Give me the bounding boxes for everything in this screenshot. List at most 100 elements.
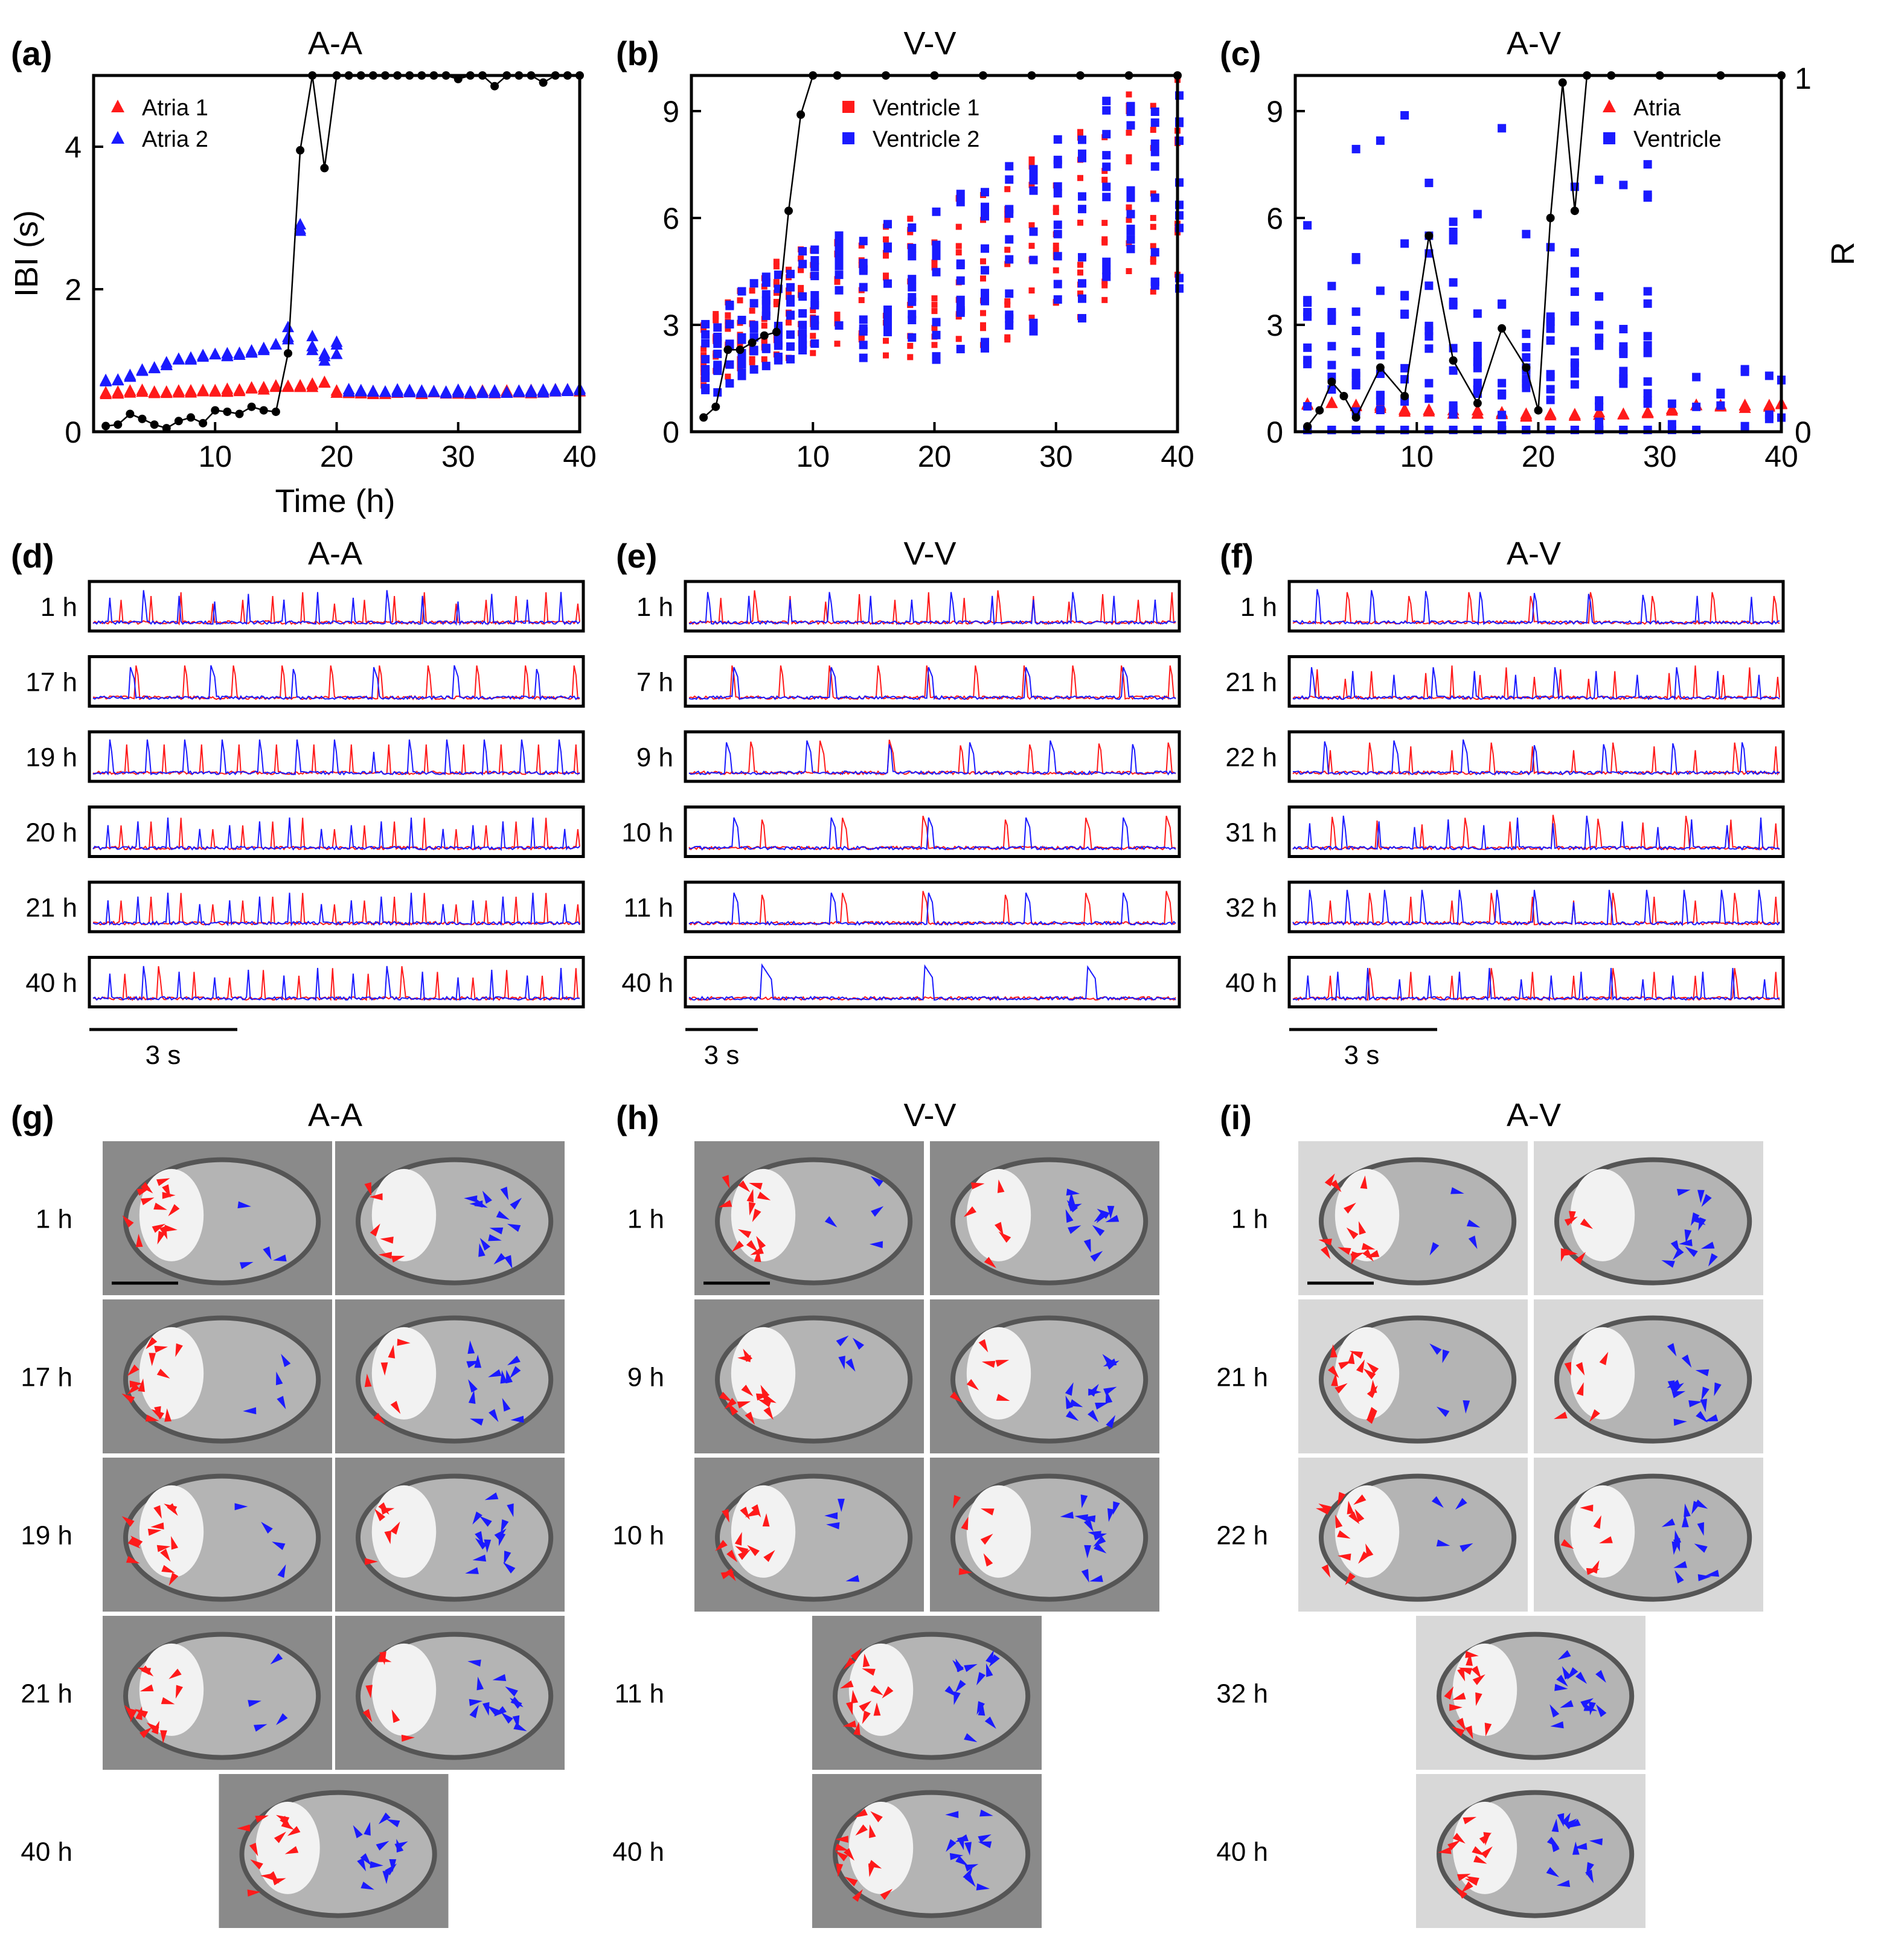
velocity-arrow bbox=[1337, 1491, 1346, 1506]
velocity-arrow bbox=[1466, 1876, 1479, 1885]
data-point bbox=[1150, 223, 1156, 230]
data-point bbox=[379, 385, 391, 397]
plot-frame bbox=[92, 74, 582, 434]
velocity-arrow bbox=[1688, 1400, 1702, 1408]
velocity-arrow bbox=[996, 1394, 1010, 1401]
velocity-arrow bbox=[390, 1401, 401, 1414]
data-point bbox=[1424, 281, 1434, 290]
velocity-arrow bbox=[1586, 1568, 1600, 1575]
data-point bbox=[749, 356, 755, 362]
velocity-arrow bbox=[475, 1538, 487, 1550]
chart-a-title: A-A bbox=[308, 25, 362, 62]
data-point bbox=[1126, 245, 1135, 254]
velocity-arrow bbox=[845, 1575, 860, 1582]
data-point bbox=[1078, 253, 1086, 262]
data-point bbox=[1126, 204, 1132, 211]
velocity-arrow bbox=[722, 1508, 729, 1523]
velocity-arrow bbox=[1105, 1215, 1120, 1223]
velocity-arrow bbox=[364, 1182, 371, 1196]
velocity-arrow bbox=[984, 1716, 996, 1729]
data-point bbox=[737, 360, 746, 369]
data-point bbox=[1740, 367, 1749, 376]
data-point bbox=[1078, 314, 1086, 323]
data-point bbox=[271, 407, 280, 416]
velocity-arrow bbox=[995, 1222, 1004, 1235]
data-point bbox=[834, 278, 841, 285]
velocity-arrow bbox=[249, 1842, 258, 1857]
data-point bbox=[786, 269, 795, 278]
trace-row-label: 1 h bbox=[636, 592, 673, 622]
trace-panel-f: (f) A-V 3 s 1 h 21 h 22 h 31 h 32 h 40 h bbox=[1220, 536, 1785, 1070]
velocity-arrow bbox=[836, 1863, 844, 1877]
trace-f-title: A-V bbox=[1507, 536, 1561, 572]
image-tile bbox=[812, 1616, 1042, 1770]
data-point bbox=[1028, 156, 1035, 163]
velocity-arrow bbox=[488, 1234, 502, 1241]
data-point bbox=[737, 341, 743, 347]
data-point bbox=[1740, 421, 1749, 431]
data-point bbox=[1595, 396, 1604, 405]
velocity-arrow bbox=[862, 1668, 876, 1676]
velocity-arrow bbox=[715, 1540, 728, 1551]
velocity-arrow bbox=[1700, 1398, 1708, 1412]
velocity-arrow bbox=[376, 1840, 389, 1851]
data-point bbox=[247, 402, 256, 411]
data-point bbox=[1029, 327, 1038, 336]
data-point bbox=[859, 324, 868, 333]
velocity-arrow bbox=[854, 1808, 868, 1818]
data-point bbox=[1126, 121, 1135, 130]
data-point bbox=[701, 319, 710, 328]
velocity-arrow bbox=[1575, 1362, 1585, 1376]
data-point bbox=[1078, 294, 1086, 303]
data-point bbox=[931, 295, 938, 302]
data-point bbox=[908, 333, 917, 342]
velocity-arrow bbox=[379, 1651, 386, 1665]
data-point bbox=[798, 255, 804, 262]
series-r bbox=[101, 71, 584, 433]
data-point bbox=[1376, 339, 1385, 348]
velocity-arrow bbox=[484, 1539, 492, 1553]
image-row-label: 21 h bbox=[21, 1679, 72, 1709]
data-point bbox=[798, 267, 804, 274]
data-point bbox=[981, 188, 989, 197]
trace-row-label: 10 h bbox=[621, 818, 673, 848]
velocity-arrow bbox=[1564, 1818, 1577, 1830]
data-point bbox=[1150, 248, 1159, 257]
data-point bbox=[1423, 405, 1435, 417]
data-point bbox=[1150, 277, 1159, 286]
data-point bbox=[1400, 310, 1409, 319]
velocity-arrow bbox=[145, 1414, 159, 1422]
data-point bbox=[981, 296, 989, 306]
velocity-arrow bbox=[855, 1824, 868, 1836]
velocity-arrow bbox=[1589, 1409, 1600, 1422]
data-point bbox=[786, 283, 795, 292]
velocity-arrow bbox=[1661, 1260, 1675, 1268]
panel-label-c: (c) bbox=[1220, 34, 1261, 72]
panel-label-a: (a) bbox=[11, 34, 52, 72]
data-point bbox=[1764, 410, 1774, 419]
velocity-arrow bbox=[852, 1889, 863, 1902]
velocity-arrow bbox=[843, 1657, 855, 1670]
data-point bbox=[810, 256, 819, 265]
data-point bbox=[1150, 162, 1159, 171]
velocity-arrow bbox=[260, 1873, 274, 1880]
velocity-arrow bbox=[737, 1401, 751, 1409]
bright-region bbox=[139, 1168, 204, 1261]
data-point bbox=[269, 338, 282, 350]
data-point bbox=[883, 327, 892, 336]
image-row-label: 9 h bbox=[627, 1363, 664, 1392]
velocity-arrow bbox=[1335, 1514, 1343, 1528]
data-point bbox=[1376, 363, 1385, 372]
trace-row-label: 31 h bbox=[1225, 818, 1277, 848]
data-point bbox=[835, 261, 844, 271]
data-point bbox=[883, 274, 889, 281]
data-point bbox=[908, 293, 917, 302]
velocity-arrow bbox=[835, 1836, 848, 1843]
data-point bbox=[1424, 231, 1434, 240]
data-point bbox=[883, 305, 892, 314]
data-point bbox=[956, 190, 965, 199]
trace-line bbox=[688, 667, 1176, 700]
data-point bbox=[1303, 296, 1312, 305]
data-point bbox=[713, 313, 719, 320]
velocity-arrow bbox=[870, 1176, 883, 1187]
